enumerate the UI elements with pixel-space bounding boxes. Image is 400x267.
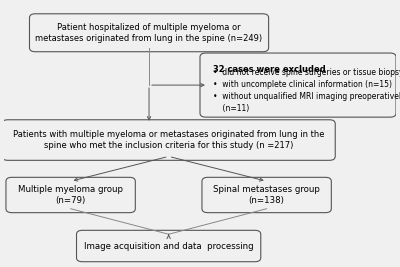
Text: Multiple myeloma group
(n=79): Multiple myeloma group (n=79) [18, 185, 123, 205]
Text: •  did not receive spine surgeries or tissue biopsy (n =6)
•  with uncomplete cl: • did not receive spine surgeries or tis… [213, 68, 400, 113]
FancyBboxPatch shape [2, 120, 335, 160]
Text: Patients with multiple myeloma or metastases originated from lung in the
spine w: Patients with multiple myeloma or metast… [13, 130, 324, 150]
Text: 32 cases were excluded: 32 cases were excluded [213, 65, 326, 74]
FancyBboxPatch shape [200, 53, 396, 117]
FancyBboxPatch shape [76, 230, 261, 262]
Text: Patient hospitalized of multiple myeloma or
metastases originated from lung in t: Patient hospitalized of multiple myeloma… [36, 22, 263, 43]
FancyBboxPatch shape [30, 14, 269, 52]
Text: Spinal metastases group
(n=138): Spinal metastases group (n=138) [213, 185, 320, 205]
FancyBboxPatch shape [6, 177, 135, 213]
Text: Image acquisition and data  processing: Image acquisition and data processing [84, 242, 254, 250]
FancyBboxPatch shape [202, 177, 331, 213]
